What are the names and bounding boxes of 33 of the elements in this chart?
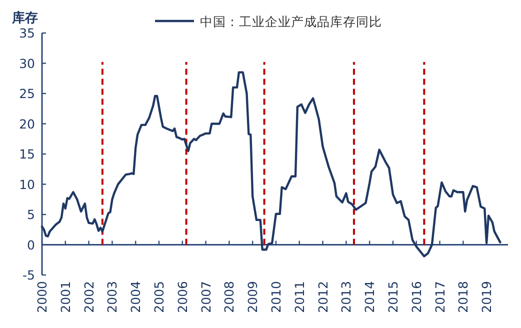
- legend-label: 中国：工业企业产成品库存同比: [200, 14, 382, 29]
- x-tick-label: 2014: [362, 280, 378, 313]
- y-tick-label: 15: [19, 146, 35, 162]
- x-tick-label: 2013: [338, 281, 354, 313]
- x-tick-label: 2006: [174, 280, 190, 313]
- x-tick-label: 2002: [81, 281, 96, 313]
- y-tick-label: 35: [19, 26, 35, 40]
- x-tick-label: 2009: [245, 280, 260, 313]
- x-tick-label: 2015: [385, 281, 400, 313]
- y-tick-label: 25: [19, 86, 35, 101]
- x-tick-label: 2016: [408, 280, 424, 313]
- x-tick-label: 2019: [479, 280, 494, 313]
- y-tick-label: 20: [19, 116, 36, 132]
- y-tick-label: 30: [19, 56, 36, 71]
- y-tick-label: -5: [22, 268, 35, 282]
- x-tick-label: 2004: [128, 280, 144, 313]
- y-tick-label: 5: [27, 207, 35, 222]
- x-tick-label: 2008: [222, 280, 237, 313]
- x-tick-label: 2010: [268, 280, 284, 313]
- x-tick-label: 2001: [58, 281, 73, 313]
- x-tick-label: 2005: [151, 281, 166, 313]
- x-tick-label: 2011: [292, 281, 307, 313]
- y-tick-label: 0: [27, 237, 36, 252]
- x-tick-label: 2007: [198, 281, 214, 313]
- x-tick-label: 2017: [432, 281, 448, 313]
- legend: 中国：工业企业产成品库存同比: [155, 14, 382, 29]
- line-series: [40, 71, 502, 258]
- y-tick-label: 10: [19, 176, 36, 192]
- x-tick-label: 2012: [315, 281, 330, 313]
- x-tick-label: 2000: [34, 280, 50, 313]
- x-tick-label: 2003: [104, 281, 120, 313]
- y-axis-title: 库存: [11, 10, 38, 26]
- x-tick-label: 2018: [456, 280, 471, 313]
